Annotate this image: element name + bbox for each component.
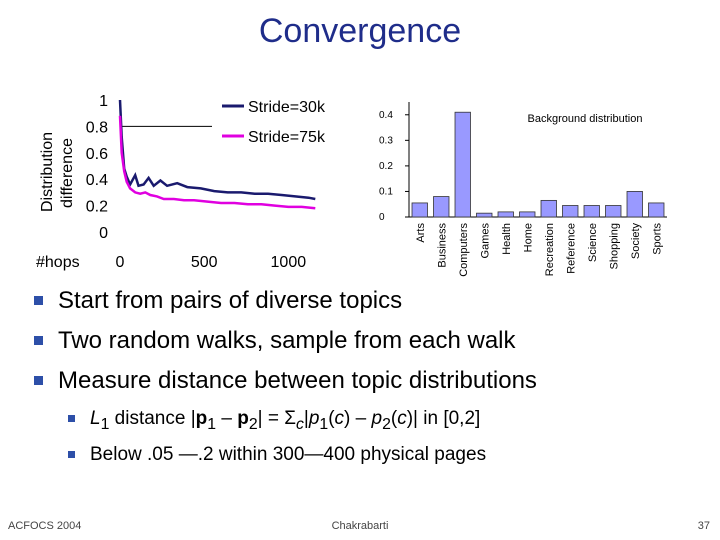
bar-science	[583, 205, 600, 218]
slide-title: Convergence	[258, 12, 462, 50]
y-axis-label-line1: Distribution	[39, 132, 56, 212]
bullet-item: Start from pairs of diverse topics	[34, 286, 714, 326]
sub-bullet-marker	[68, 415, 75, 422]
bar-games	[476, 212, 493, 218]
x-tick-label: 0	[116, 254, 125, 271]
bar-home	[519, 211, 536, 218]
bar-society	[626, 191, 643, 218]
category-label: Computers	[458, 223, 470, 277]
legend-label-2: Stride=75k	[248, 129, 326, 146]
bar-shopping	[605, 205, 622, 218]
bar-reference	[562, 205, 579, 218]
sub-bullet-text: Below .05 —.2 within 300—400 physical pa…	[90, 444, 487, 465]
category-label: Home	[522, 223, 534, 252]
background-distribution-bar-chart: 0 0.1 0.2 0.3 0.4 Arts Business Computers Games H…	[379, 102, 667, 277]
y-axis-label-line2: difference	[59, 138, 76, 208]
category-label: Sports	[651, 223, 663, 255]
series-line-2	[118, 115, 316, 210]
y-tick-label: 0.2	[86, 199, 108, 216]
bullet-marker	[34, 296, 43, 305]
bullet-marker	[34, 336, 43, 345]
bullet-item: Two random walks, sample from each walk	[34, 326, 714, 366]
bullet-list: Start from pairs of diverse topics Two r…	[34, 286, 714, 478]
category-label: Arts	[415, 223, 427, 243]
y-tick-label: 0.6	[86, 146, 108, 163]
legend-label-1: Stride=30k	[248, 99, 326, 116]
footer-conference: ACFOCS 2004	[8, 520, 82, 532]
x-tick-label: 1000	[271, 254, 307, 271]
sub-bullet-marker	[68, 451, 75, 458]
category-label: Health	[501, 223, 513, 255]
y-tick-label: 1	[99, 93, 108, 110]
bullet-text: Two random walks, sample from each walk	[58, 327, 516, 354]
bar-business	[433, 196, 450, 218]
bullet-item: Measure distance between topic distribut…	[34, 366, 714, 406]
category-label: Recreation	[544, 223, 556, 276]
sub-bullet-item: Below .05 —.2 within 300—400 physical pa…	[34, 442, 714, 478]
sub-bullet-item: L1 distance |p1 – p2| = Σc|p1(c) – p2(c)…	[34, 406, 714, 442]
bar-recreation	[540, 199, 557, 218]
bar-sports	[648, 202, 665, 218]
bar-y-tick-label: 0.3	[379, 135, 393, 146]
sub-bullet-text: L1 distance |p1 – p2| = Σc|p1(c) – p2(c)…	[90, 408, 481, 433]
bar-arts	[411, 202, 428, 218]
category-label: Business	[436, 223, 448, 268]
series-line-1	[118, 99, 316, 201]
bar-health	[497, 211, 514, 218]
bar-y-tick-label: 0	[379, 212, 385, 223]
category-label: Society	[630, 223, 642, 260]
category-label: Games	[479, 223, 491, 259]
x-axis-label: #hops	[36, 254, 80, 271]
bullet-text: Measure distance between topic distribut…	[58, 367, 537, 394]
bar-y-tick-label: 0.1	[379, 186, 393, 197]
x-tick-label: 500	[191, 254, 218, 271]
y-tick-label: 0.4	[86, 172, 108, 189]
y-tick-label: 0	[99, 225, 108, 242]
bar-y-tick-label: 0.4	[379, 110, 393, 121]
category-label: Reference	[565, 223, 577, 274]
bullet-marker	[34, 376, 43, 385]
footer-author: Chakrabarti	[331, 520, 389, 532]
bar-y-tick-label: 0.2	[379, 161, 393, 172]
category-label: Science	[587, 223, 599, 262]
bar-computers	[454, 111, 471, 218]
y-tick-label: 0.8	[86, 119, 108, 136]
bullet-text: Start from pairs of diverse topics	[58, 287, 403, 314]
category-label: Shopping	[608, 223, 620, 270]
footer-page-number: 37	[697, 520, 710, 532]
convergence-line-chart: 0 0.2 0.4 0.6 0.8 1 0 500 1000 #hops Distribution d…	[36, 93, 326, 271]
bar-chart-title: Background distribution	[528, 113, 643, 125]
